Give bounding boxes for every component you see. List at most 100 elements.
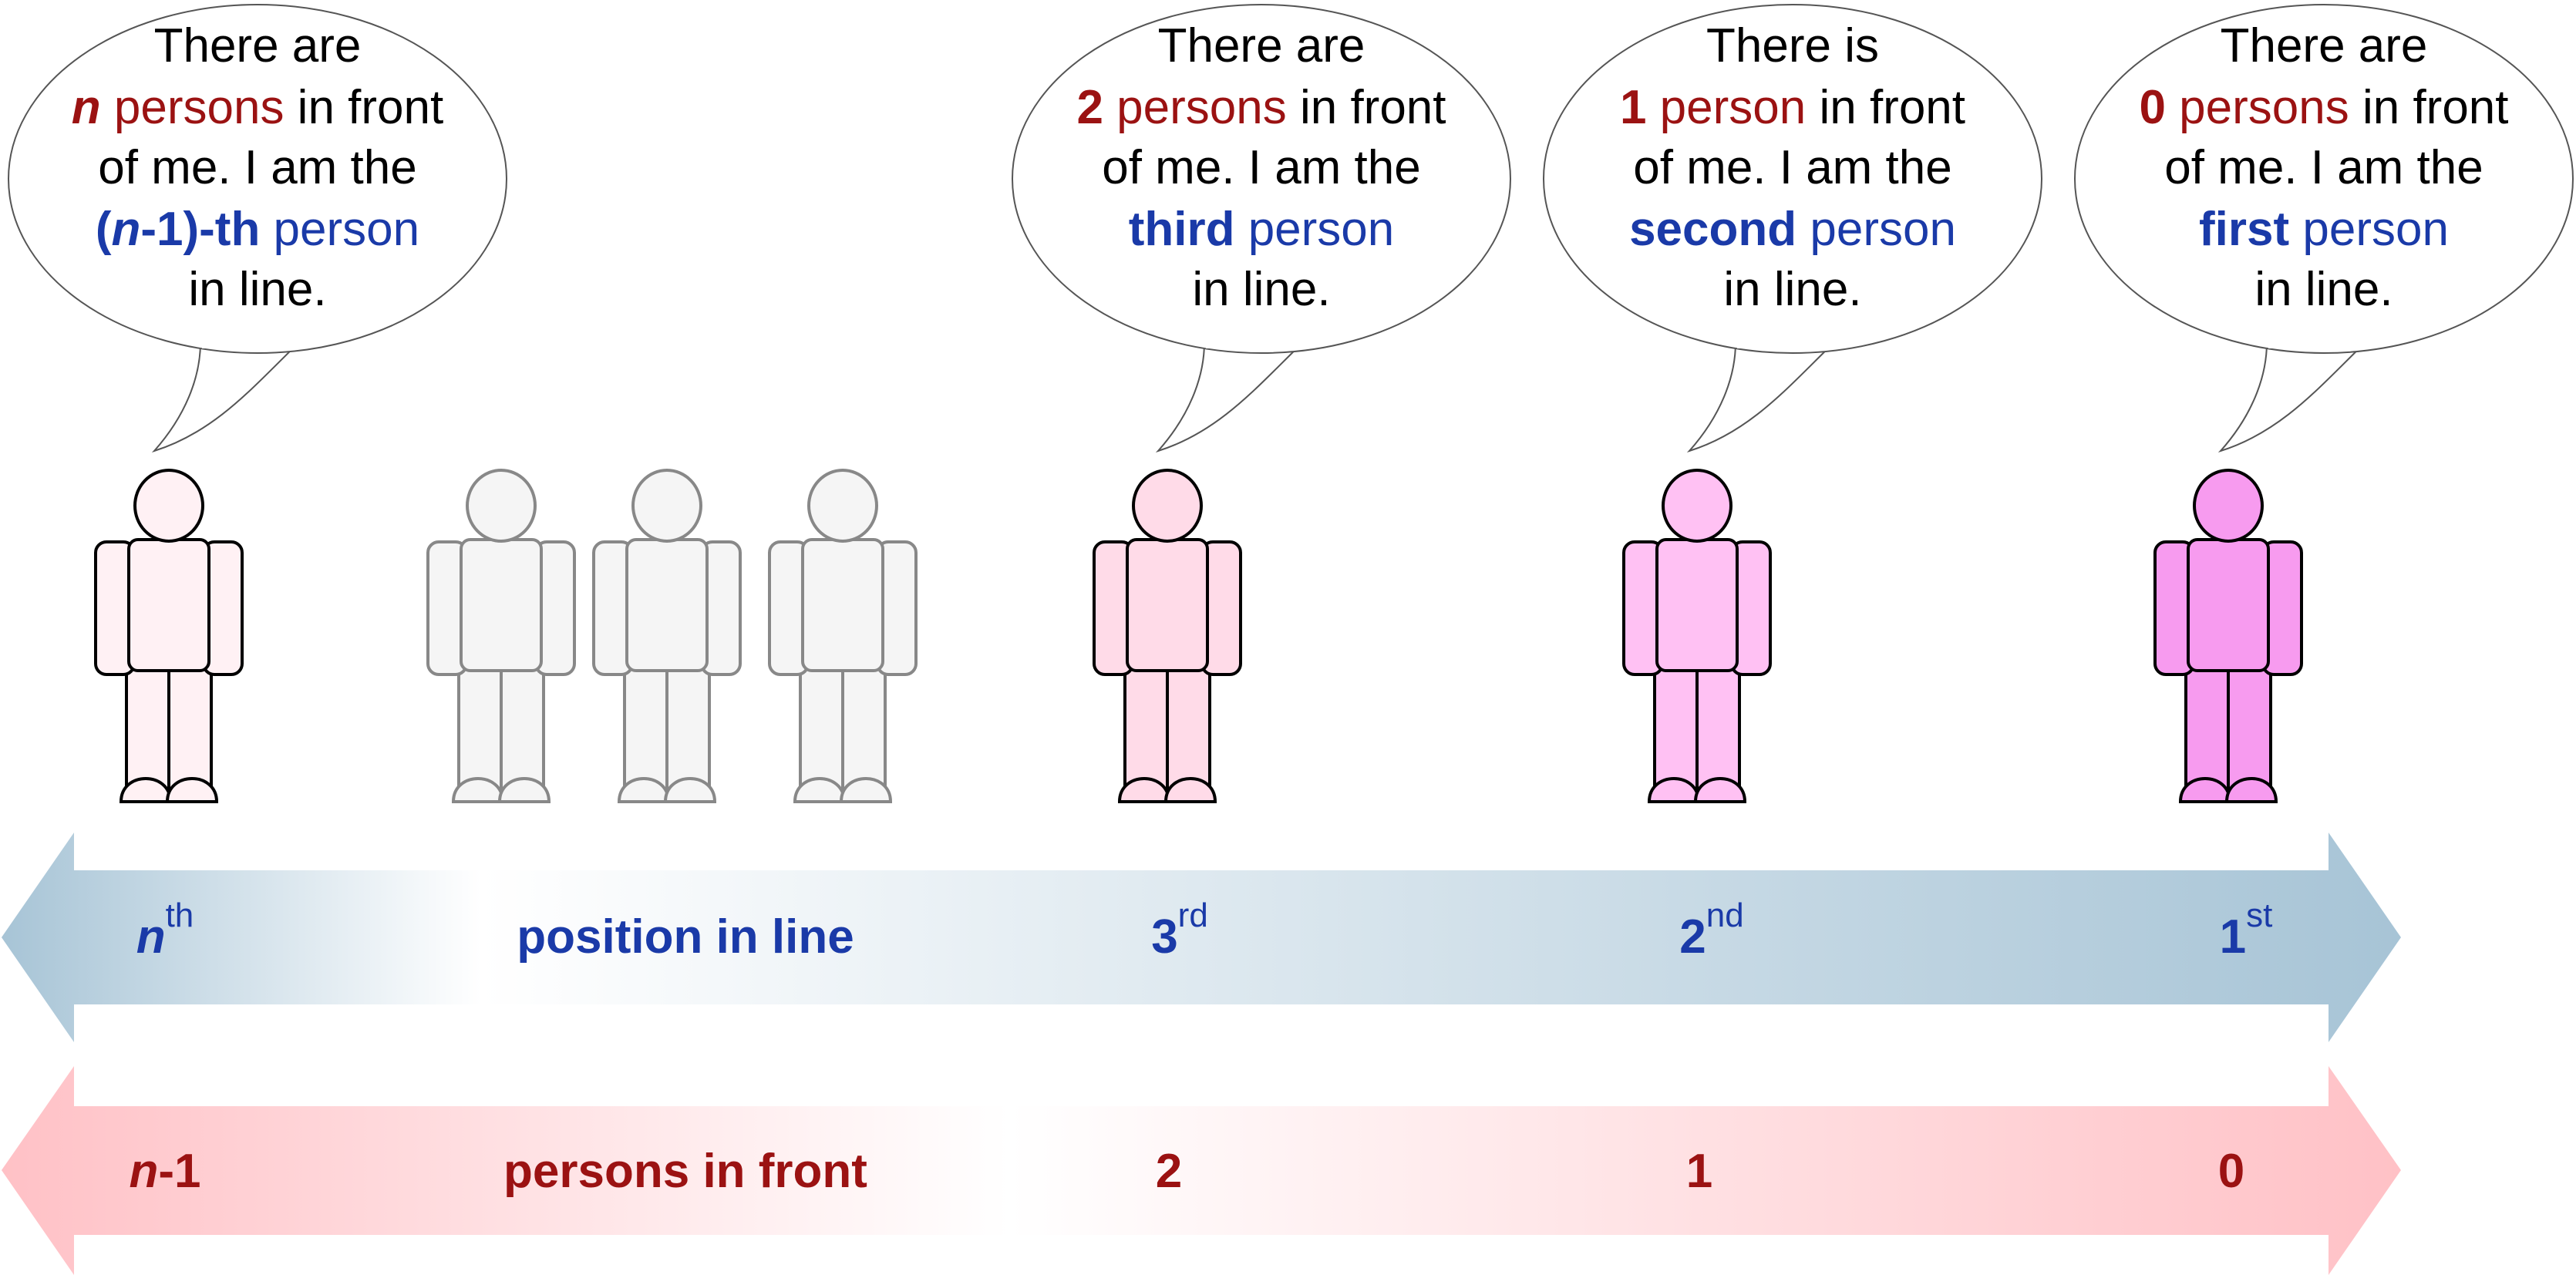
speech-bubble-line: in line. bbox=[1192, 263, 1330, 316]
speech-bubble-outline bbox=[8, 4, 507, 354]
front-tick: 0 bbox=[2218, 1145, 2244, 1198]
person-right-leg bbox=[1695, 665, 1741, 792]
speech-bubble-text-segment: in line. bbox=[188, 263, 326, 316]
speech-bubble-text-segment: in line. bbox=[1192, 263, 1330, 316]
speech-bubble-seam bbox=[1737, 336, 1833, 348]
speech-bubble-text-segment: ( bbox=[96, 203, 112, 256]
person-torso bbox=[1655, 538, 1739, 672]
speech-bubble-text-segment: person bbox=[1796, 203, 1956, 256]
speech-bubble-text-segment: There are bbox=[154, 19, 362, 72]
position-tick-number: 2 bbox=[1679, 910, 1706, 964]
person-figure-faded-1 bbox=[426, 469, 576, 803]
speech-bubble-text-segment: of me. I am the bbox=[1102, 141, 1421, 194]
position-tick-number: n bbox=[136, 910, 166, 964]
position-tick-number: 1 bbox=[2220, 910, 2246, 964]
speech-bubble-text-segment: in front bbox=[1287, 81, 1446, 134]
front-tick-segment: 2 bbox=[1156, 1145, 1182, 1198]
position-axis-title: position in line bbox=[517, 910, 854, 964]
person-right-leg bbox=[500, 665, 545, 792]
person-right-leg bbox=[2227, 665, 2272, 792]
person-left-leg bbox=[457, 665, 503, 792]
front-tick-segment: n bbox=[129, 1145, 158, 1198]
persons-in-front-labels: persons in front n-1 2 1 0 bbox=[129, 1145, 2244, 1198]
person-figure-second bbox=[1622, 469, 1772, 803]
speech-bubble-line: first person bbox=[2199, 203, 2449, 256]
speech-bubble-text-segment: 1 bbox=[1620, 81, 1646, 134]
speech-bubble-text-segment: 0 bbox=[2139, 81, 2165, 134]
person-torso bbox=[1126, 538, 1209, 672]
front-tick-segment: 0 bbox=[2218, 1145, 2244, 1198]
position-tick: 1st bbox=[2220, 897, 2273, 964]
speech-bubble-seam bbox=[202, 336, 298, 348]
person-head bbox=[2193, 469, 2264, 543]
speech-bubble-text-segment: persons bbox=[1103, 81, 1287, 134]
person-right-foot bbox=[497, 777, 551, 803]
speech-bubble-line: in line. bbox=[1723, 263, 1861, 316]
person-left-leg bbox=[125, 665, 170, 792]
speech-bubble-text-segment: of me. I am the bbox=[1633, 141, 1952, 194]
person-torso bbox=[801, 538, 884, 672]
position-tick-suffix: st bbox=[2246, 897, 2272, 934]
front-tick-segment: 1 bbox=[1686, 1145, 1712, 1198]
person-right-leg bbox=[841, 665, 887, 792]
person-head bbox=[1662, 469, 1732, 543]
position-tick-number: 3 bbox=[1151, 910, 1177, 964]
person-right-foot bbox=[165, 777, 219, 803]
position-tick: 3rd bbox=[1151, 897, 1208, 964]
speech-bubble-text-segment: person bbox=[1646, 81, 1806, 134]
person-torso bbox=[625, 538, 709, 672]
speech-bubble-text-segment: persons bbox=[2166, 81, 2349, 134]
speech-bubble-text-segment: third bbox=[1129, 203, 1235, 256]
speech-bubble-line: of me. I am the bbox=[98, 141, 417, 194]
speech-bubble-text-segment: There is bbox=[1706, 19, 1879, 72]
person-head bbox=[1132, 469, 1203, 543]
position-tick: nth bbox=[136, 897, 194, 964]
speech-bubble-tail bbox=[151, 341, 300, 453]
person-figure-third bbox=[1093, 469, 1242, 803]
person-head bbox=[631, 469, 702, 543]
speech-bubble-line: in line. bbox=[2254, 263, 2392, 316]
person-right-leg bbox=[167, 665, 213, 792]
person-left-leg bbox=[799, 665, 844, 792]
speech-bubble-text-segment: person bbox=[2289, 203, 2449, 256]
speech-bubble-third: There are 2 persons in front of me. I am t… bbox=[1012, 4, 1511, 453]
speech-bubble-nth: There are n persons in front of me. I am t… bbox=[8, 4, 507, 453]
front-tick: 1 bbox=[1686, 1145, 1712, 1198]
speech-bubble-tail bbox=[1155, 341, 1304, 453]
speech-bubble-outline bbox=[1543, 4, 2042, 354]
speech-bubble-tail bbox=[2217, 341, 2366, 453]
speech-bubble-text-segment: in line. bbox=[2254, 263, 2392, 316]
speech-bubble-first: There are 0 persons in front of me. I am t… bbox=[2074, 4, 2574, 453]
front-tick-segment: -1 bbox=[158, 1145, 200, 1198]
position-tick-suffix: rd bbox=[1178, 897, 1208, 934]
position-in-line-labels: position in line nth 3rd 2nd 1st bbox=[136, 897, 2273, 964]
person-right-foot bbox=[663, 777, 717, 803]
speech-bubble-outline bbox=[2074, 4, 2574, 354]
person-left-leg bbox=[1653, 665, 1699, 792]
speech-bubble-seam bbox=[1206, 336, 1301, 348]
speech-bubble-line: in line. bbox=[188, 263, 326, 316]
speech-bubble-line: of me. I am the bbox=[1102, 141, 1421, 194]
speech-bubble-line: There is bbox=[1706, 19, 1879, 72]
speech-bubble-text-segment: of me. I am the bbox=[2164, 141, 2483, 194]
person-torso bbox=[460, 538, 543, 672]
person-head bbox=[807, 469, 878, 543]
persons-in-front-arrow bbox=[2, 1066, 2401, 1275]
speech-bubble-text-segment: There are bbox=[1158, 19, 1365, 72]
speech-bubble-text-segment: in line. bbox=[1723, 263, 1861, 316]
speech-bubble-line: of me. I am the bbox=[1633, 141, 1952, 194]
person-figure-faded-2 bbox=[592, 469, 742, 803]
speech-bubble-line: There are bbox=[2221, 19, 2428, 72]
speech-bubble-line: 0 persons in front bbox=[2139, 81, 2508, 134]
person-right-foot bbox=[2224, 777, 2278, 803]
front-axis-title: persons in front bbox=[503, 1145, 867, 1198]
speech-bubble-text-segment: 2 bbox=[1076, 81, 1103, 134]
position-in-line-arrow bbox=[2, 833, 2401, 1042]
position-tick-suffix: th bbox=[166, 897, 194, 934]
person-figure-first bbox=[2153, 469, 2303, 803]
speech-bubble-text-segment: n bbox=[72, 81, 101, 134]
speech-bubble-line: (n-1)-th person bbox=[96, 203, 419, 256]
speech-bubble-second: There is 1 person in front of me. I am the… bbox=[1543, 4, 2042, 453]
person-right-foot bbox=[839, 777, 893, 803]
